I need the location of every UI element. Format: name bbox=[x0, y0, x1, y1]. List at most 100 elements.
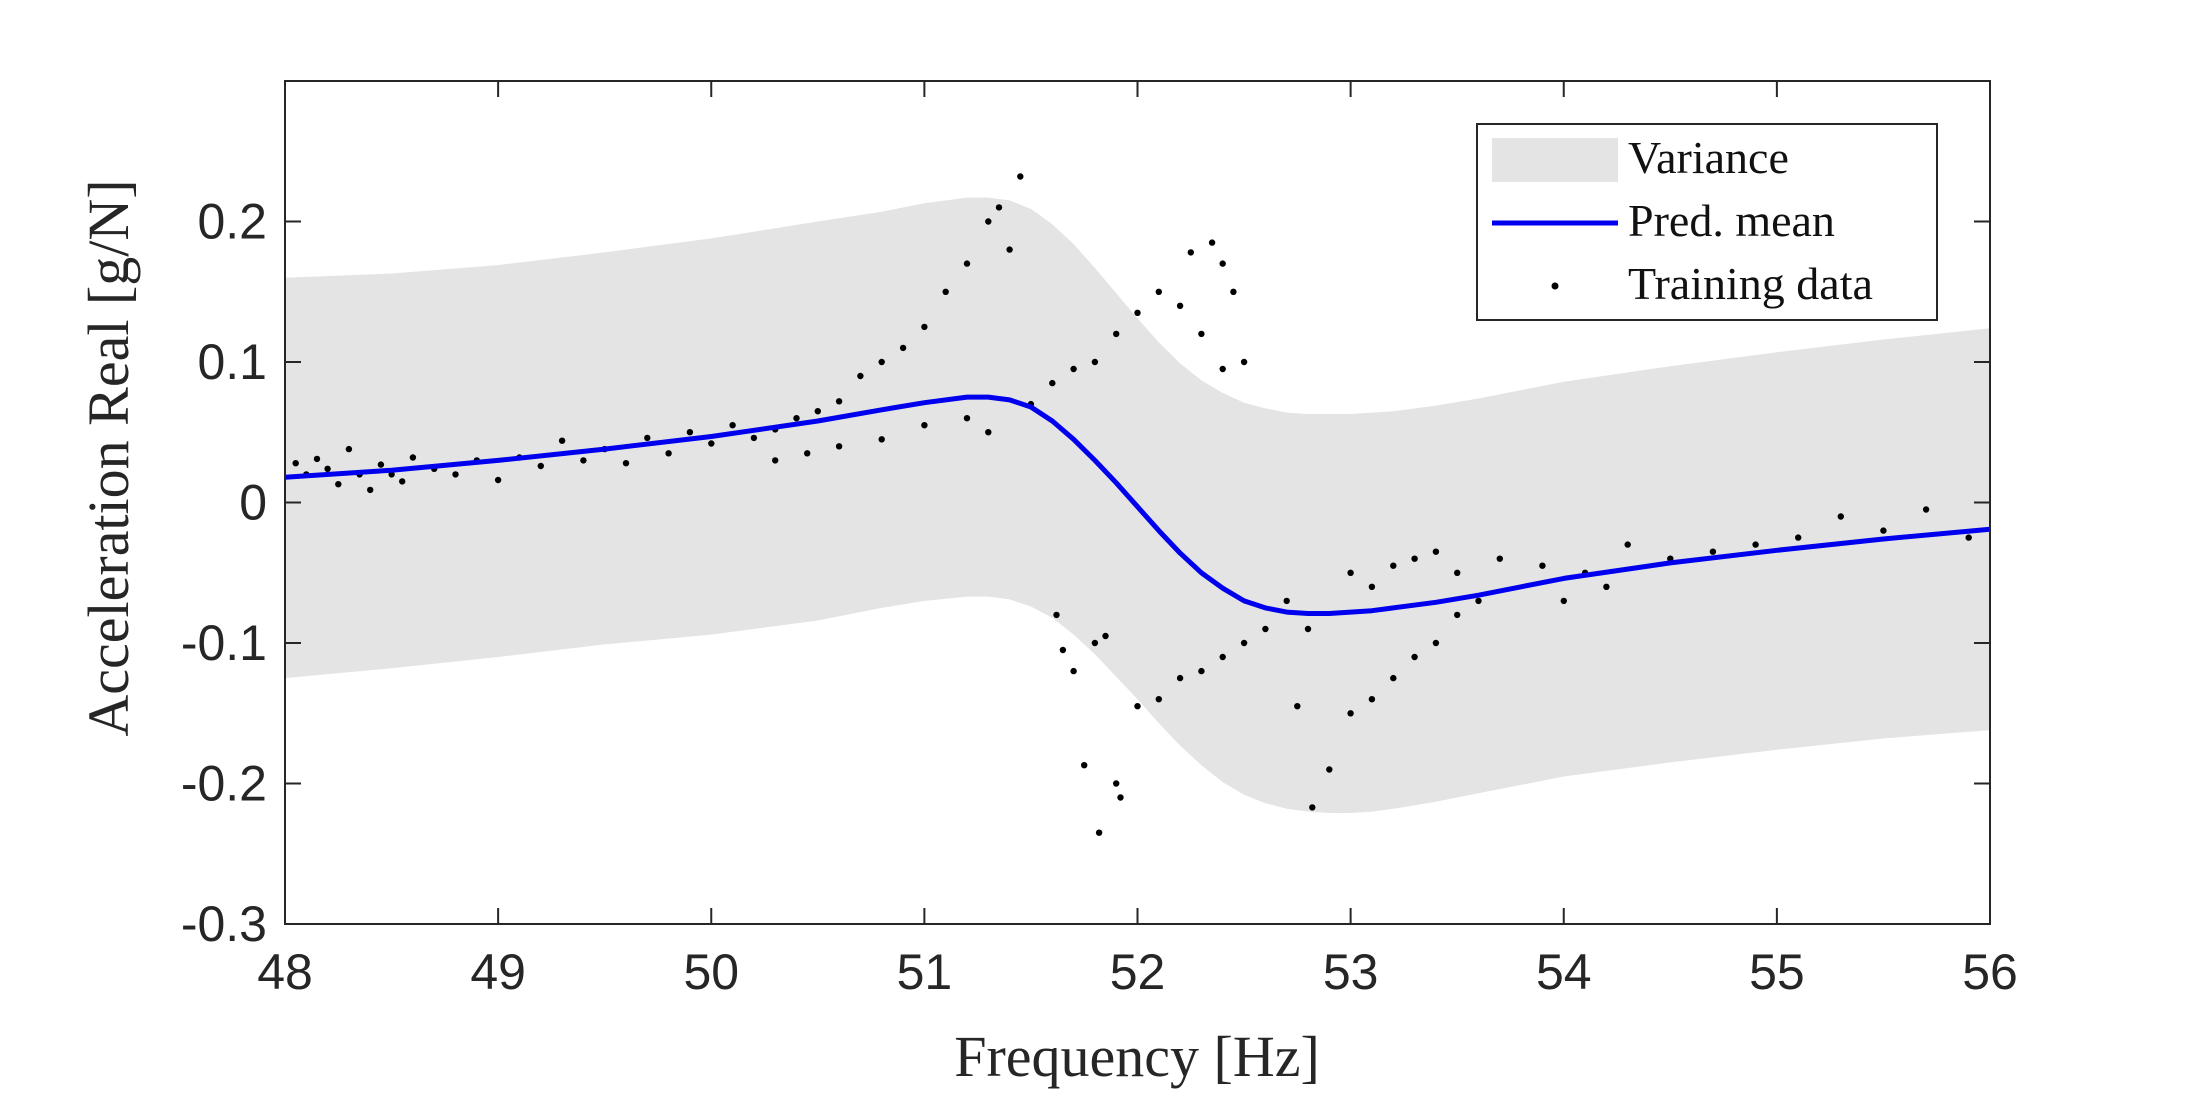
training-data-point bbox=[1113, 780, 1120, 787]
x-tick-label: 54 bbox=[1536, 944, 1592, 1000]
training-data-point bbox=[1347, 710, 1354, 717]
training-data-point bbox=[1326, 766, 1333, 773]
training-data-point bbox=[1017, 173, 1024, 180]
x-tick-label: 48 bbox=[257, 944, 313, 1000]
training-data-point bbox=[921, 422, 928, 429]
legend-data-marker bbox=[1551, 282, 1559, 290]
training-data-point bbox=[995, 204, 1003, 211]
x-tick-label: 49 bbox=[470, 944, 526, 1000]
training-data-point bbox=[1134, 703, 1141, 710]
training-data-point bbox=[793, 415, 800, 422]
training-data-point bbox=[1922, 506, 1930, 513]
training-data-point bbox=[1347, 569, 1354, 576]
training-data-point bbox=[409, 454, 417, 461]
training-data-point bbox=[1059, 646, 1067, 654]
training-data-point bbox=[899, 344, 907, 352]
training-data-point bbox=[1624, 541, 1631, 548]
training-data-point bbox=[1187, 249, 1195, 256]
training-data-point bbox=[558, 437, 566, 444]
training-data-point bbox=[814, 408, 821, 415]
training-data-point bbox=[1603, 583, 1610, 590]
training-data-point bbox=[377, 461, 385, 468]
training-data-point bbox=[1095, 829, 1103, 836]
training-data-point bbox=[452, 471, 459, 478]
training-data-point bbox=[1053, 611, 1060, 619]
training-data-point bbox=[1091, 358, 1099, 366]
training-data-point bbox=[835, 398, 843, 405]
y-tick-label: 0.2 bbox=[197, 194, 267, 250]
training-data-point bbox=[399, 478, 406, 485]
training-data-point bbox=[622, 460, 630, 467]
y-tick-label: -0.3 bbox=[181, 896, 267, 952]
training-data-point bbox=[1102, 632, 1109, 640]
training-data-point bbox=[324, 465, 331, 472]
training-data-point bbox=[942, 288, 949, 295]
training-data-point bbox=[921, 323, 928, 331]
training-data-point bbox=[1411, 653, 1418, 661]
training-data-point bbox=[1454, 569, 1461, 576]
training-data-point bbox=[1198, 330, 1205, 338]
training-data-point bbox=[1081, 762, 1088, 769]
training-data-point bbox=[686, 429, 694, 436]
training-data-point bbox=[835, 443, 843, 450]
training-data-point bbox=[985, 218, 992, 225]
x-tick-label: 53 bbox=[1323, 944, 1379, 1000]
training-data-point bbox=[1475, 597, 1482, 605]
training-data-layer bbox=[292, 173, 1972, 836]
training-data-point bbox=[963, 415, 971, 422]
training-data-point bbox=[1454, 611, 1461, 619]
training-data-point bbox=[1709, 548, 1717, 555]
legend-variance-swatch bbox=[1492, 138, 1618, 182]
y-tick-label: -0.2 bbox=[181, 756, 267, 812]
training-data-point bbox=[708, 440, 715, 447]
training-data-point bbox=[1309, 804, 1316, 811]
training-data-point bbox=[292, 460, 299, 467]
training-data-point bbox=[494, 476, 502, 484]
x-tick-label: 55 bbox=[1749, 944, 1805, 1000]
training-data-point bbox=[1368, 696, 1376, 703]
y-axis-title: Acceleration Real [g/N] bbox=[76, 179, 141, 736]
training-data-point bbox=[804, 450, 811, 457]
training-data-point bbox=[963, 260, 971, 267]
y-tick-label: 0 bbox=[239, 475, 267, 531]
training-data-point bbox=[1198, 667, 1205, 675]
training-data-point bbox=[665, 450, 672, 457]
pred-mean-line bbox=[284, 394, 1991, 616]
training-data-point bbox=[345, 445, 353, 453]
y-axis: 0.2 0.1 0 -0.1 -0.2 -0.3 bbox=[181, 194, 1990, 952]
training-data-point bbox=[1837, 513, 1845, 520]
training-data-point bbox=[1240, 639, 1248, 647]
training-data-point bbox=[335, 481, 342, 488]
training-data-point bbox=[1496, 555, 1504, 562]
training-data-point bbox=[1539, 562, 1546, 569]
training-data-point bbox=[750, 434, 758, 442]
x-tick-label: 52 bbox=[1110, 944, 1166, 1000]
training-data-point bbox=[1283, 597, 1290, 605]
training-data-point bbox=[1070, 667, 1077, 675]
training-data-point bbox=[1880, 527, 1887, 534]
training-data-point bbox=[1294, 703, 1301, 710]
training-data-point bbox=[1432, 639, 1440, 647]
x-axis: 48 49 50 51 52 53 54 55 56 bbox=[257, 81, 2018, 1000]
training-data-point bbox=[1411, 555, 1418, 562]
training-data-point bbox=[1390, 562, 1397, 569]
training-data-point bbox=[1230, 288, 1237, 295]
training-data-point bbox=[857, 372, 864, 380]
pred-mean-layer bbox=[284, 394, 1991, 616]
training-data-point bbox=[1368, 583, 1376, 590]
training-data-point bbox=[537, 462, 544, 470]
training-data-point bbox=[1176, 674, 1184, 682]
training-data-point bbox=[1795, 534, 1802, 541]
training-data-point bbox=[1390, 674, 1397, 682]
legend-label-training-data: Training data bbox=[1628, 258, 1873, 309]
training-data-point bbox=[1176, 302, 1184, 309]
legend-label-pred-mean: Pred. mean bbox=[1628, 195, 1835, 246]
training-data-point bbox=[729, 422, 736, 429]
training-data-point bbox=[1155, 696, 1163, 703]
training-data-point bbox=[580, 457, 587, 464]
training-data-point bbox=[1091, 639, 1099, 647]
training-data-point bbox=[1208, 239, 1216, 246]
training-data-point bbox=[1006, 246, 1013, 253]
x-tick-label: 50 bbox=[683, 944, 739, 1000]
legend: Variance Pred. mean Training data bbox=[1476, 123, 1938, 321]
